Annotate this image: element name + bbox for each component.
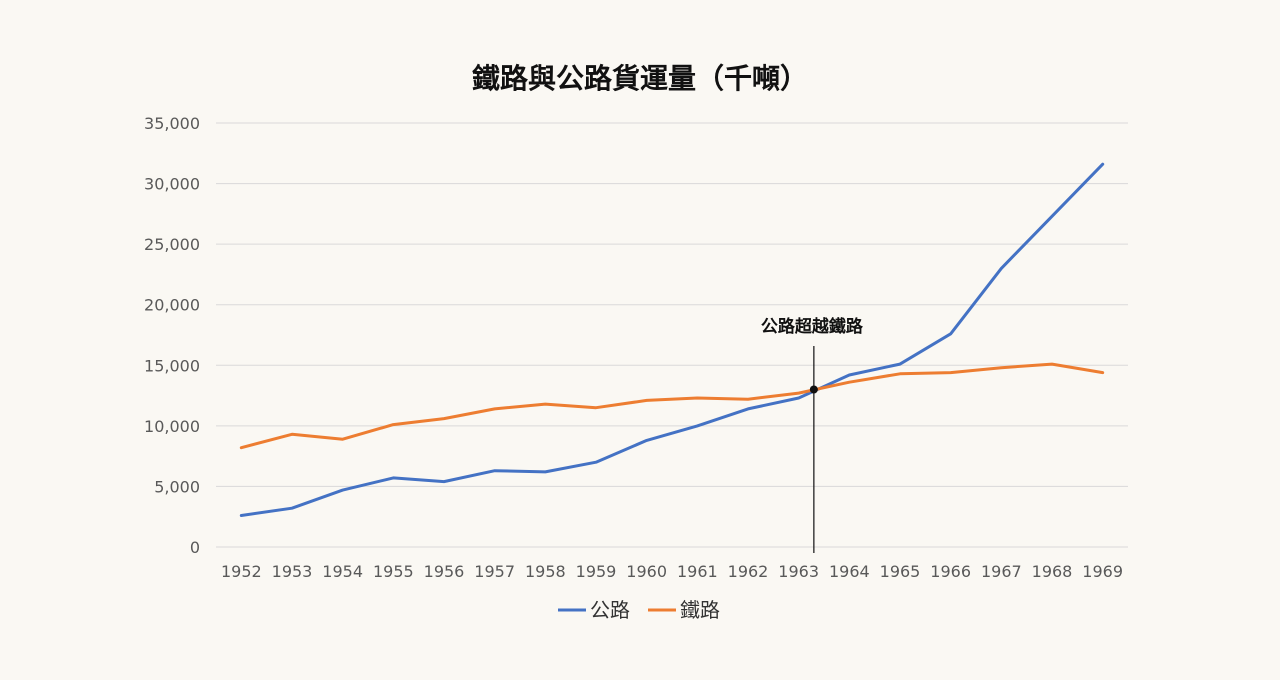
- x-tick-label: 1967: [981, 562, 1022, 581]
- x-tick-label: 1956: [424, 562, 465, 581]
- x-tick-label: 1969: [1082, 562, 1123, 581]
- x-tick-label: 1963: [778, 562, 819, 581]
- series-line-0: [239, 162, 1105, 517]
- chart-title: 鐵路與公路貨運量（千噸）: [472, 62, 808, 95]
- series-line-1: [239, 362, 1105, 450]
- x-tick-label: 1965: [880, 562, 921, 581]
- series-lines: [239, 162, 1105, 517]
- x-tick-label: 1958: [525, 562, 566, 581]
- legend-label-1: 鐵路: [680, 598, 720, 622]
- y-tick-label: 10,000: [144, 417, 200, 436]
- x-tick-label: 1961: [677, 562, 718, 581]
- x-tick-label: 1968: [1032, 562, 1073, 581]
- y-tick-label: 5,000: [154, 477, 200, 496]
- y-tick-label: 35,000: [144, 114, 200, 133]
- annotation-point: [809, 385, 818, 394]
- x-tick-label: 1966: [930, 562, 971, 581]
- x-axis-ticks: 1952 1953 1954 1955 1956 1957 1958 1959 1960 1961…: [221, 562, 1123, 581]
- x-tick-label: 1962: [728, 562, 769, 581]
- annotation: 公路超越鐵路: [761, 316, 864, 553]
- x-tick-label: 1959: [576, 562, 617, 581]
- legend: 公路 鐵路: [558, 598, 720, 622]
- legend-label-0: 公路: [590, 598, 630, 622]
- y-tick-label: 15,000: [144, 356, 200, 375]
- y-axis-ticks: 0 5,000 10,000 15,000 20,000 25,000 30,000 35,0…: [144, 114, 200, 557]
- annotation-label: 公路超越鐵路: [761, 316, 864, 337]
- y-tick-label: 25,000: [144, 235, 200, 254]
- x-tick-label: 1952: [221, 562, 262, 581]
- x-tick-label: 1960: [626, 562, 667, 581]
- x-tick-label: 1957: [474, 562, 515, 581]
- x-tick-label: 1953: [272, 562, 313, 581]
- y-tick-label: 20,000: [144, 296, 200, 315]
- x-tick-label: 1954: [322, 562, 363, 581]
- gridlines: [216, 122, 1128, 548]
- y-tick-label: 30,000: [144, 175, 200, 194]
- x-tick-label: 1955: [373, 562, 414, 581]
- x-tick-label: 1964: [829, 562, 870, 581]
- y-tick-label: 0: [190, 538, 200, 557]
